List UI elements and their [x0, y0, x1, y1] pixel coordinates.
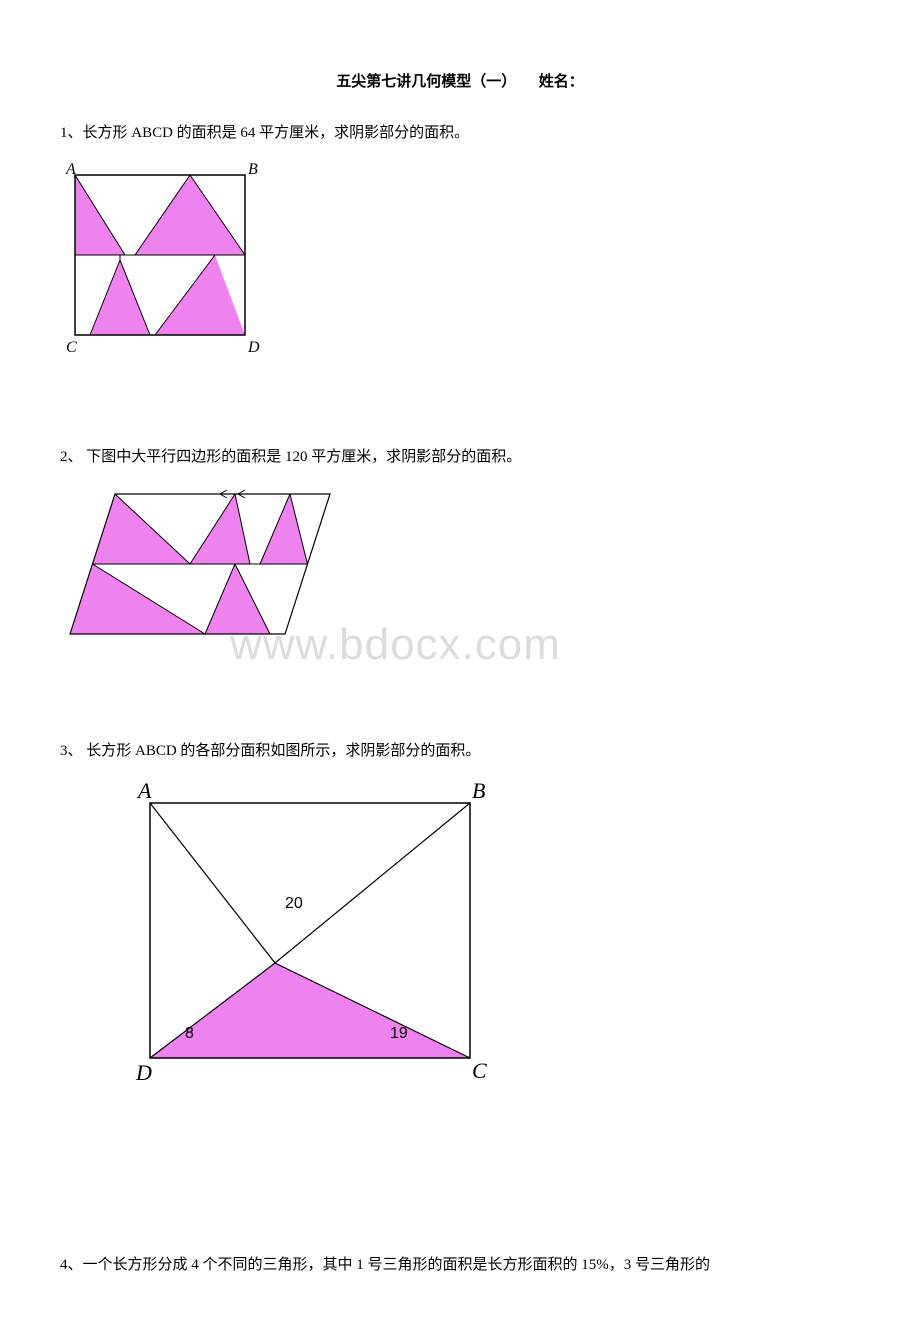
p1-label-d: D	[247, 339, 260, 356]
p3-label-b: B	[472, 778, 485, 803]
p2-tri-bot-1	[70, 564, 205, 634]
problem-2-figure	[60, 484, 860, 649]
p1-triangle-top-right	[135, 175, 245, 255]
p2-tri-top-2	[190, 494, 250, 564]
p3-value-19: 19	[390, 1025, 408, 1042]
problem-1-text: 1、长方形 ABCD 的面积是 64 平方厘米，求阴影部分的面积。	[60, 121, 860, 142]
p3-shaded-triangle	[150, 963, 470, 1058]
page-title: 五尖第七讲几何模型（一） 姓名：	[60, 70, 860, 91]
p1-label-b: B	[248, 161, 258, 178]
p3-label-a: A	[136, 778, 152, 803]
problem-3-text: 3、 长方形 ABCD 的各部分面积如图所示，求阴影部分的面积。	[60, 739, 860, 760]
problem-4-text: 4、一个长方形分成 4 个不同的三角形，其中 1 号三角形的面积是长方形面积的 …	[60, 1253, 860, 1274]
p3-value-8: 8	[185, 1025, 194, 1042]
p1-triangle-bot-left	[90, 260, 150, 335]
p2-tri-bot-2	[205, 564, 270, 634]
p3-label-d: D	[135, 1060, 152, 1085]
p2-tri-top-3	[260, 494, 308, 564]
p3-label-c: C	[472, 1058, 487, 1083]
problem-2-text: 2、 下图中大平行四边形的面积是 120 平方厘米，求阴影部分的面积。	[60, 445, 860, 466]
p1-label-a: A	[65, 161, 76, 178]
problem-3-figure: A B C D 20 8 19	[110, 778, 860, 1103]
problem-1-figure: A B C D	[60, 160, 860, 365]
p1-label-c: C	[66, 339, 77, 356]
p2-tri-top-1	[93, 494, 191, 564]
p1-triangle-bot-right	[155, 255, 245, 335]
p3-value-20: 20	[285, 895, 303, 912]
